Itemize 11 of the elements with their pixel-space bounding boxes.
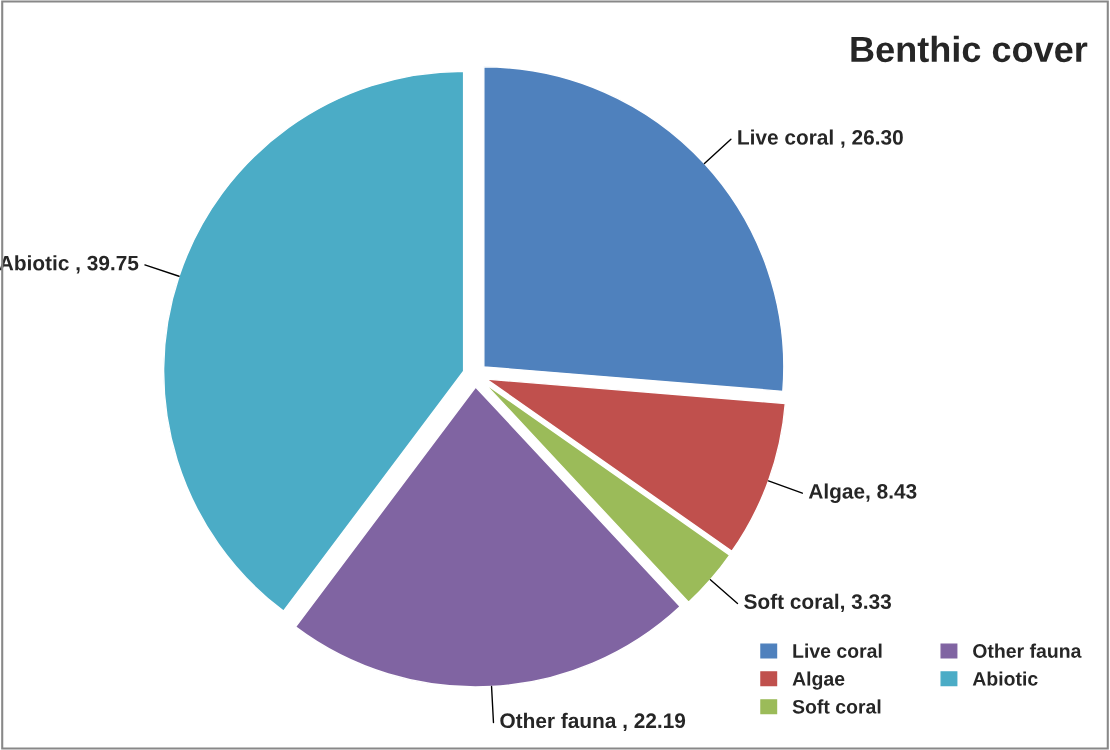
legend-label: Algae	[792, 671, 845, 690]
data-label: Abiotic , 39.75	[0, 255, 139, 274]
data-label: Soft coral, 3.33	[744, 593, 891, 613]
data-label: Live coral , 26.30	[738, 129, 903, 148]
chart-title: Benthic cover	[851, 35, 1088, 63]
data-label: Other fauna , 22.19	[500, 712, 686, 732]
legend-label: Soft coral	[792, 699, 881, 714]
legend-label: Other fauna	[973, 643, 1082, 658]
legend-label: Live coral	[793, 643, 882, 658]
legend-label: Abiotic	[972, 671, 1038, 686]
data-label: Algae, 8.43	[808, 483, 917, 503]
